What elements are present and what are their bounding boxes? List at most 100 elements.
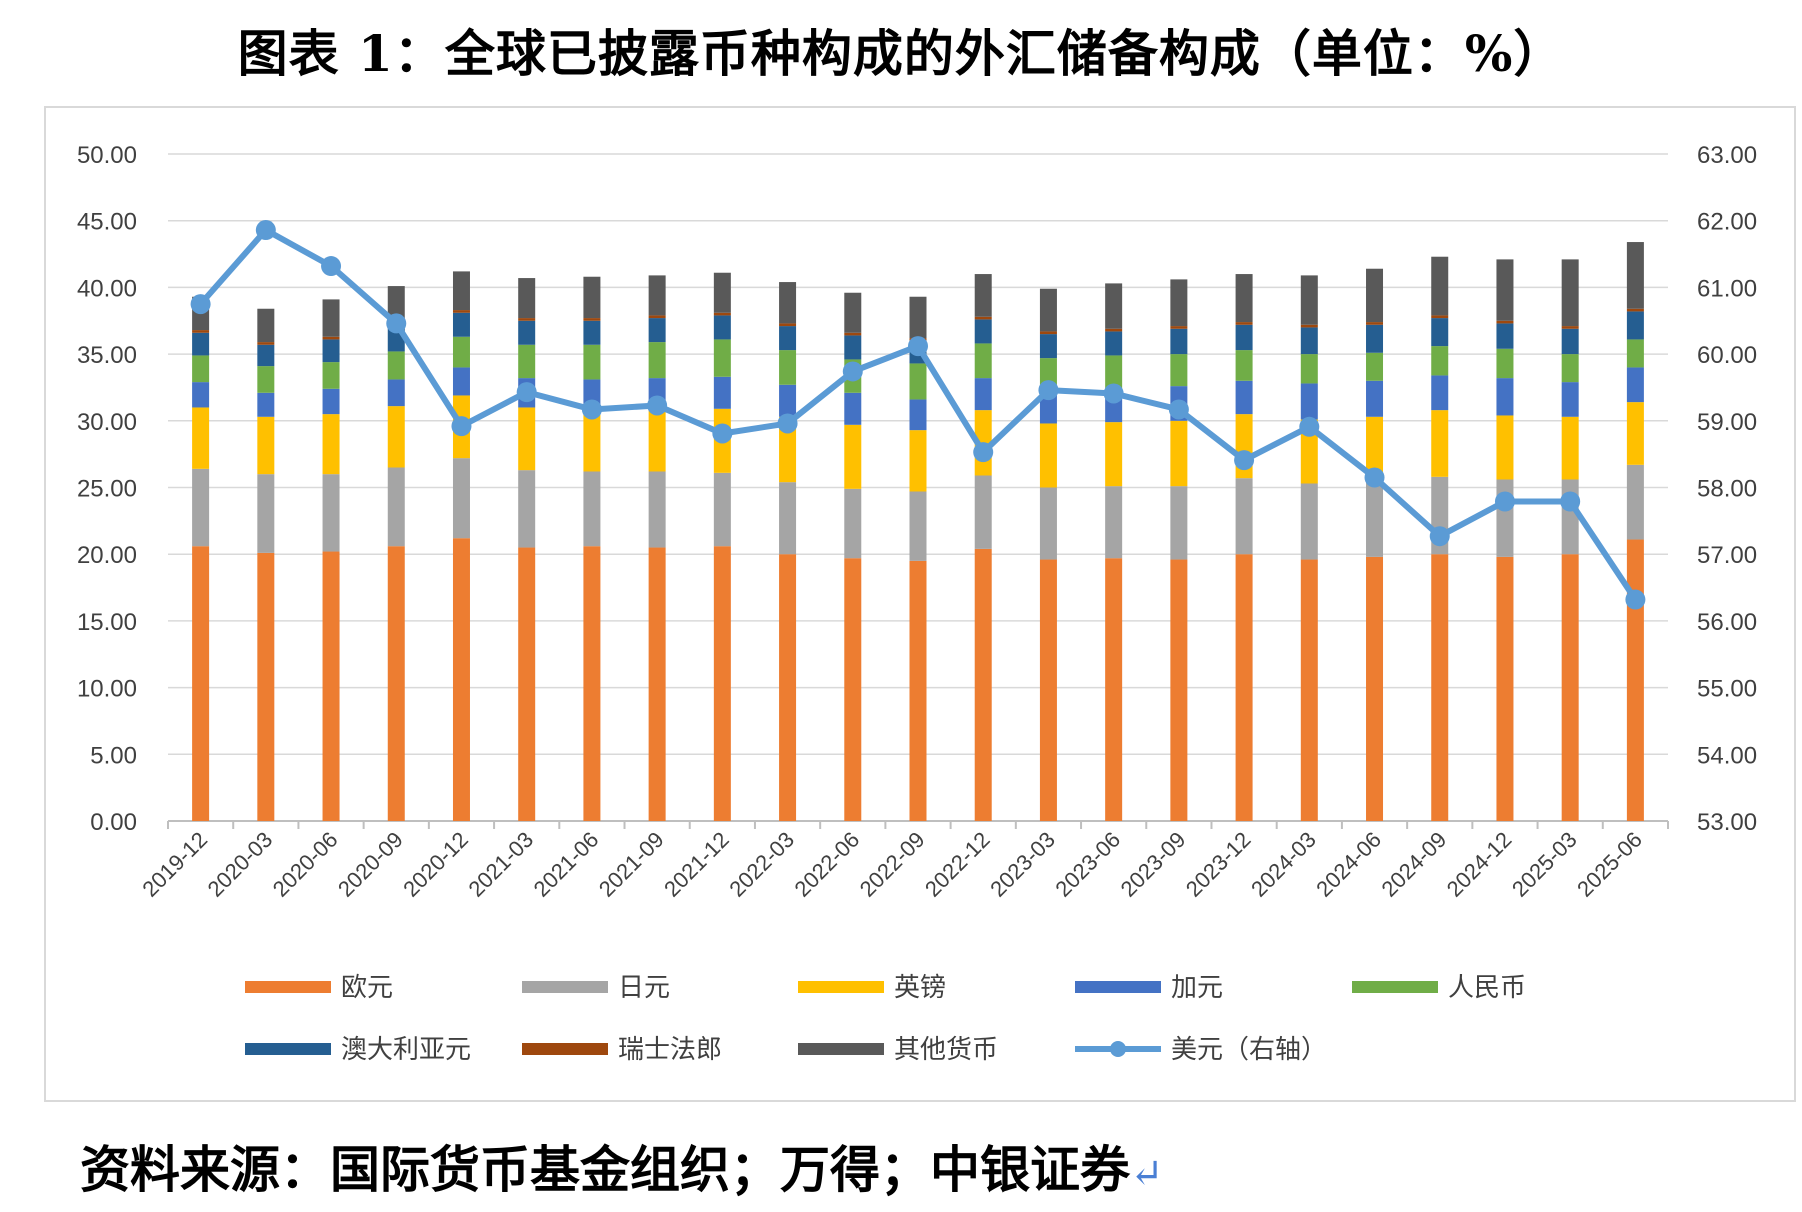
bar-segment (257, 308, 275, 343)
usd-line-point (190, 294, 211, 315)
bar-segment (1235, 478, 1253, 555)
bar-segment (322, 388, 340, 415)
legend-label: 加元 (1171, 973, 1223, 1003)
bar-segment (387, 406, 405, 468)
bar-segment (713, 546, 731, 821)
y-right-tick-label: 62.00 (1697, 209, 1757, 236)
bar-segment (518, 470, 536, 548)
x-tick-label: 2025-03 (1507, 827, 1582, 902)
usd-line-point (1429, 526, 1450, 547)
bar-segment (1431, 554, 1449, 821)
legend-swatch (1352, 981, 1438, 993)
x-tick-label: 2022-03 (724, 827, 799, 902)
legend-label: 澳大利亚元 (341, 1035, 471, 1065)
bar-segment (909, 491, 927, 561)
bar-segment (1105, 558, 1123, 821)
usd-line-point (386, 313, 407, 334)
x-tick-label: 2024-03 (1246, 827, 1321, 902)
bar-segment (1496, 348, 1514, 379)
bar-segment (779, 350, 797, 385)
bar-segment (844, 424, 862, 489)
bar-segment (257, 552, 275, 821)
bar-segment (909, 363, 927, 400)
bar-segment (1561, 416, 1579, 480)
x-tick-label: 2023-03 (985, 827, 1060, 902)
y-right-tick-label: 60.00 (1697, 342, 1757, 369)
usd-line-point (1364, 467, 1385, 488)
bar-segment (452, 312, 470, 337)
bar-segment (1300, 354, 1318, 384)
y-right-tick-label: 58.00 (1697, 476, 1757, 503)
legend-label: 瑞士法郎 (618, 1035, 722, 1065)
bar-segment (1626, 539, 1644, 821)
usd-line-point (1234, 450, 1255, 471)
bar-segment (974, 319, 992, 344)
bar-segment (909, 399, 927, 431)
usd-line-point (908, 336, 928, 357)
bar-segment (844, 335, 862, 360)
bar-segment (974, 475, 992, 549)
bar-segment (1366, 380, 1384, 417)
bar-segment (1561, 354, 1579, 383)
bar-segment (192, 332, 210, 356)
bar-segment (257, 474, 275, 553)
usd-line-point (321, 256, 342, 277)
bar-segment (844, 488, 862, 559)
bar-segment (452, 271, 470, 311)
bar-segment (1496, 323, 1514, 349)
bar-segment (1626, 367, 1644, 403)
bar-segment (1039, 331, 1057, 335)
legend-label: 英镑 (894, 973, 946, 1003)
y-right-tick-label: 57.00 (1697, 542, 1757, 569)
y-left-tick-label: 5.00 (90, 742, 137, 769)
bar-segment (518, 344, 536, 379)
x-tick-label: 2020-03 (203, 827, 278, 902)
y-right-tick-label: 53.00 (1697, 809, 1757, 836)
usd-line-point (712, 423, 733, 444)
bar-segment (583, 546, 601, 821)
y-right-tick-label: 54.00 (1697, 742, 1757, 769)
x-tick-label: 2023-09 (1116, 827, 1191, 902)
bar-segment (192, 382, 210, 408)
y-left-tick-label: 35.00 (77, 342, 137, 369)
bar-segment (1105, 486, 1123, 559)
legend-swatch (245, 1043, 331, 1055)
bar-segment (713, 272, 731, 313)
legend-swatch (522, 981, 608, 993)
bar-segment (192, 330, 210, 333)
y-left-tick-label: 45.00 (77, 209, 137, 236)
legend-swatch (798, 1043, 884, 1055)
legend-swatch (522, 1043, 608, 1055)
bar-segment (192, 546, 210, 821)
bar-segment (1235, 322, 1253, 325)
bar-segment (1300, 275, 1318, 325)
bar-segment (1626, 311, 1644, 340)
x-tick-label: 2020-09 (333, 827, 408, 902)
bar-segment (322, 362, 340, 389)
legend-label: 日元 (618, 973, 670, 1003)
x-tick-label: 2021-12 (659, 827, 734, 902)
bar-segment (387, 351, 405, 380)
return-mark-icon: ↵ (1130, 1151, 1164, 1197)
bar-segment (1235, 380, 1253, 415)
bar-segment (974, 548, 992, 821)
bar-segment (1235, 324, 1253, 351)
bar-segment (1561, 554, 1579, 821)
bar-segment (192, 468, 210, 547)
bar-segment (1039, 423, 1057, 488)
source-note: 资料来源：国际货币基金组织；万得；中银证券↵ (80, 1130, 1164, 1202)
bar-segment (713, 376, 731, 409)
bar-segment (1626, 308, 1644, 312)
usd-line-point (1560, 491, 1581, 512)
bar-segment (322, 336, 340, 340)
usd-line-point (1299, 416, 1320, 437)
y-right-tick-label: 59.00 (1697, 409, 1757, 436)
usd-line-point (647, 395, 668, 416)
y-left-tick-label: 10.00 (77, 676, 137, 703)
bar-segment (909, 296, 927, 339)
bar-segment (518, 278, 536, 319)
bar-segment (1235, 350, 1253, 381)
bar-segment (1300, 483, 1318, 560)
bar-segment (257, 344, 275, 367)
